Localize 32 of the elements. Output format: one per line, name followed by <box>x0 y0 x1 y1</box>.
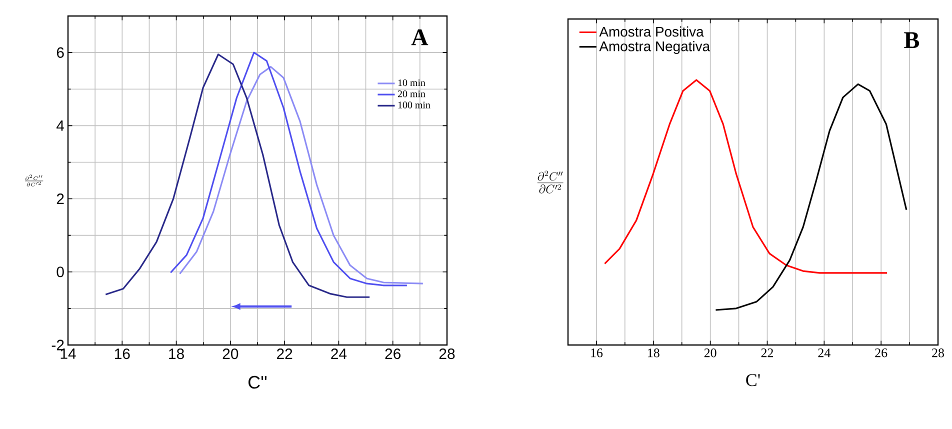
annotation: A <box>411 29 428 46</box>
x-axis-title: C'' <box>248 376 266 389</box>
x-tick-label: 28 <box>932 348 944 358</box>
x-tick-label: 22 <box>761 348 774 358</box>
x-tick-label: 26 <box>875 348 888 358</box>
x-tick-label: 20 <box>704 348 716 358</box>
x-tick-label: 18 <box>648 348 660 358</box>
legend-label: 100 min <box>398 102 430 108</box>
x-axis-title: C' <box>746 374 760 386</box>
x-tick-label: 16 <box>591 348 603 358</box>
x-tick-label: 16 <box>114 348 130 360</box>
y-axis-title: $\frac{\partial^2 C''}{\partial C'^2}$ <box>25 174 44 186</box>
y-tick-label: 2 <box>56 194 64 204</box>
x-tick-label: 24 <box>818 348 830 358</box>
x-tick-label: 18 <box>169 348 184 360</box>
legend-label: 20 min <box>398 90 426 98</box>
y-axis-title: $\frac{\partial^2 C''}{\partial C'^2}$ <box>537 170 564 194</box>
x-tick-label: 24 <box>331 348 347 359</box>
x-tick-label: 20 <box>222 348 238 360</box>
x-tick-label: 22 <box>277 348 292 359</box>
y-tick-label: -2 <box>52 340 64 350</box>
y-tick-label: 6 <box>56 47 64 58</box>
legend-label: Amostra Positiva <box>599 26 704 37</box>
line-series <box>104 54 370 298</box>
legend-label: Amostra Negativa <box>599 41 710 54</box>
x-tick-label: 14 <box>60 348 76 359</box>
x-tick-label: 28 <box>439 348 455 360</box>
y-tick-label: 0 <box>56 266 64 278</box>
legend-label: 10 min <box>398 79 426 86</box>
y-tick-label: 4 <box>56 120 64 131</box>
text: B <box>904 32 920 48</box>
x-tick-label: 26 <box>385 348 401 360</box>
